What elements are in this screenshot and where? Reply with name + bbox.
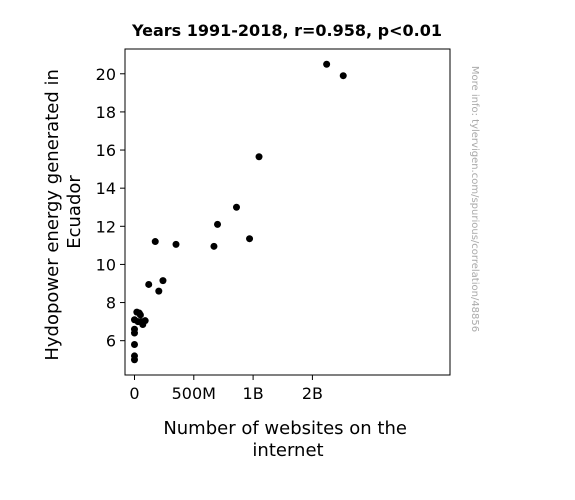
data-point: [246, 235, 254, 243]
data-point: [214, 220, 222, 228]
data-point: [130, 340, 138, 348]
y-tick-label: 14: [96, 179, 116, 198]
y-tick-label: 10: [96, 255, 116, 274]
y-axis-label: Hydopower energy generated in Ecuador: [42, 63, 85, 360]
data-point: [130, 352, 138, 360]
x-tick-label: 2B: [302, 384, 323, 403]
data-point: [130, 325, 138, 333]
data-point: [323, 60, 331, 68]
data-point: [172, 240, 180, 248]
x-tick-label: 1B: [243, 384, 264, 403]
y-axis-label-line-2: Ecuador: [64, 175, 85, 249]
data-point: [136, 311, 144, 319]
data-point: [151, 238, 159, 246]
data-point: [159, 277, 167, 285]
y-tick-label: 16: [96, 141, 116, 160]
data-point: [232, 203, 240, 211]
data-point: [339, 72, 347, 80]
data-point: [141, 317, 149, 325]
data-point: [155, 287, 163, 295]
y-axis-label-line-1: Hydopower energy generated in: [42, 69, 63, 361]
y-tick-label: 6: [106, 332, 116, 351]
y-tick-label: 12: [96, 217, 116, 236]
axis-ticks: 0 500M 1B 2B 6 8 10 12 14 16 18 20: [96, 65, 323, 403]
data-point: [210, 242, 218, 250]
y-tick-label: 18: [96, 103, 116, 122]
y-tick-label: 20: [96, 65, 116, 84]
data-point: [255, 153, 263, 161]
chart-title: Years 1991-2018, r=0.958, p<0.01: [131, 21, 442, 40]
data-points: [130, 60, 347, 364]
watermark-text: More info: tylervigen.com/spurious/corre…: [469, 66, 480, 332]
data-point: [145, 280, 153, 288]
x-tick-label: 0: [129, 384, 139, 403]
x-axis-label: Number of websites on the internet: [163, 418, 412, 461]
plot-area: [124, 48, 451, 376]
x-axis-label-line-2: internet: [252, 440, 323, 461]
y-tick-label: 8: [106, 294, 116, 313]
x-tick-label: 500M: [172, 384, 216, 403]
x-axis-label-line-1: Number of websites on the: [163, 418, 407, 439]
